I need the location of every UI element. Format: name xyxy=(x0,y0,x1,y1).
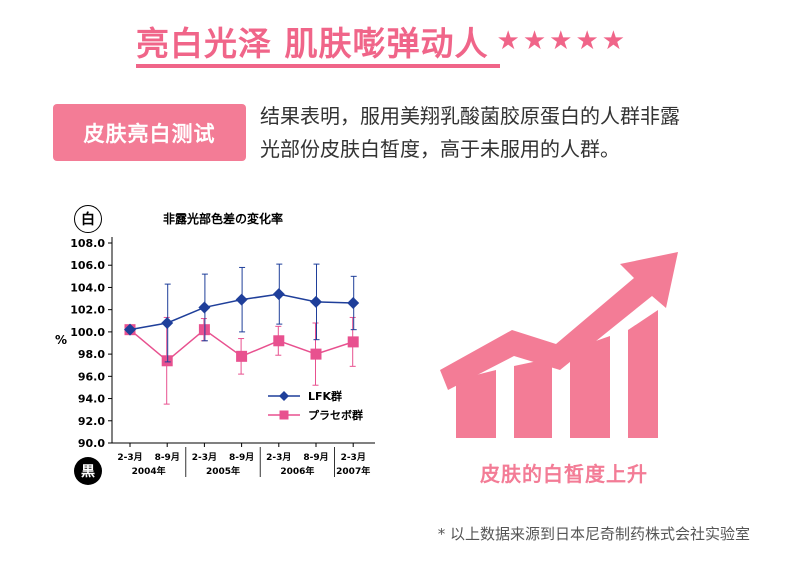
x-tick-label: 8-9月 xyxy=(303,452,328,463)
bar-1 xyxy=(456,370,496,438)
rising-bars-illustration xyxy=(440,252,678,438)
data-point-diamond xyxy=(235,293,248,306)
description-line-1: 结果表明，服用美翔乳酸菌胶原蛋白的人群非露 xyxy=(260,104,680,128)
y-tick-label: 96.0 xyxy=(78,370,105,383)
y-tick-label: 104.0 xyxy=(70,281,105,294)
data-point-diamond xyxy=(161,317,174,329)
legend-label: LFK群 xyxy=(308,389,342,403)
data-point-square xyxy=(273,335,285,347)
year-label: 2005年 xyxy=(206,465,240,477)
page-title: 亮白光泽 肌肤嘭弹动人 xyxy=(136,24,489,63)
y-tick-label: 106.0 xyxy=(70,259,105,272)
x-tick-label: 2-3月 xyxy=(192,452,217,463)
x-tick-label: 8-9月 xyxy=(155,452,180,463)
title-underline xyxy=(136,64,500,68)
x-tick-label: 2-3月 xyxy=(117,452,142,463)
y-tick-label: 90.0 xyxy=(78,437,105,450)
star-icon: ★ xyxy=(549,26,573,56)
year-label: 2006年 xyxy=(280,465,314,477)
rating-stars: ★ ★ ★ ★ ★ xyxy=(497,28,626,54)
illustration-caption: 皮肤的白皙度上升 xyxy=(480,462,648,486)
star-icon: ★ xyxy=(575,26,599,56)
legend-marker xyxy=(279,410,289,420)
y-tick-label: 102.0 xyxy=(70,304,105,317)
y-axis-unit: % xyxy=(55,333,68,347)
data-point-square xyxy=(347,336,359,348)
data-point-diamond xyxy=(310,295,322,308)
test-tag-label: 皮肤亮白测试 xyxy=(83,121,216,146)
data-point-square xyxy=(236,350,248,362)
x-tick-label: 2-3月 xyxy=(341,452,366,463)
legend-marker xyxy=(279,391,289,401)
data-point-diamond xyxy=(124,323,136,336)
bar-4 xyxy=(628,310,658,438)
data-point-diamond xyxy=(347,297,360,309)
y-tick-label: 92.0 xyxy=(78,415,105,428)
x-tick-label: 8-9月 xyxy=(229,452,254,463)
dark-axis-badge: 黒 xyxy=(74,457,102,485)
y-tick-label: 98.0 xyxy=(78,348,105,361)
data-point-diamond xyxy=(272,288,285,301)
source-footnote: * 以上数据来源到日本尼奇制药株式会社实验室 xyxy=(437,525,750,543)
data-point-diamond xyxy=(198,301,211,314)
year-label: 2007年 xyxy=(336,465,370,477)
y-tick-label: 108.0 xyxy=(70,237,105,250)
white-axis-badge: 白 xyxy=(74,205,102,233)
y-tick-label: 100.0 xyxy=(70,326,105,339)
star-icon: ★ xyxy=(522,26,547,56)
star-icon: ★ xyxy=(496,26,520,56)
data-point-square xyxy=(310,348,322,360)
bar-2 xyxy=(514,358,552,438)
description-line-2: 光部份皮肤白皙度，高于未服用的人群。 xyxy=(260,137,620,161)
y-tick-label: 94.0 xyxy=(78,393,105,406)
trend-arrow xyxy=(440,252,678,390)
page-title-row: 亮白光泽 肌肤嘭弹动人 ★ ★ ★ ★ ★ xyxy=(136,18,676,64)
x-tick-label: 2-3月 xyxy=(266,452,291,463)
year-label: 2004年 xyxy=(132,465,166,477)
chart-title: 非露光部色差の変化率 xyxy=(163,212,284,226)
bar-3 xyxy=(570,336,610,438)
legend-label: プラセボ群 xyxy=(308,408,363,422)
star-icon: ★ xyxy=(601,26,626,56)
test-tag: 皮肤亮白测试 xyxy=(53,104,246,161)
description: 结果表明，服用美翔乳酸菌胶原蛋白的人群非露 光部份皮肤白皙度，高于未服用的人群。 xyxy=(260,100,760,166)
